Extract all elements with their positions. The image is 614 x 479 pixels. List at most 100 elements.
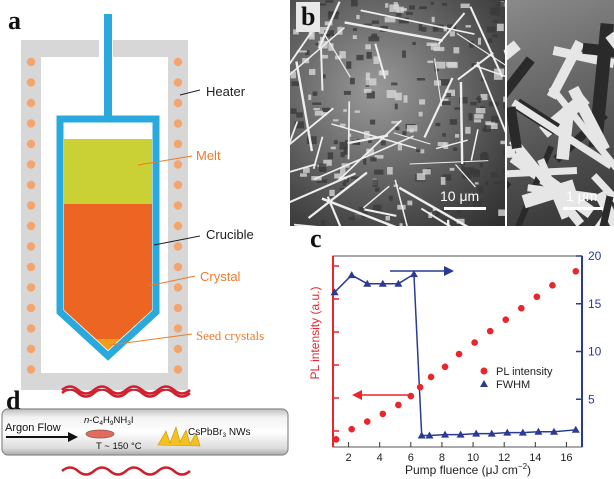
sem-grain [394,103,398,110]
arrow-to-right-axis-head [444,266,454,276]
sem-nanowire [474,64,505,78]
panel-divider [505,0,507,226]
sem-grain [310,30,314,37]
sem-grain [435,122,441,127]
callout-line-heater [179,89,201,96]
sem-nanowire [476,61,505,134]
sem-grain [339,141,350,150]
sem-grain [490,172,498,178]
x-tick-label: 6 [408,452,414,464]
sem-grain [398,17,409,24]
sem-grain [397,142,402,151]
sem-nanowire-large [507,40,521,61]
sem-grain [433,80,442,86]
sem-grain [402,131,407,136]
sem-grain [324,30,334,37]
sem-nanowire-large [527,184,597,201]
sem-nanowire [420,207,452,226]
product-label: CsPbBr3 NWs [188,427,251,439]
right-tick-label: 20 [588,249,602,263]
sem-grain [305,50,310,56]
sem-grain [351,0,358,7]
sem-grain [493,74,503,80]
furnace-wall-top-left [21,40,99,57]
sem-nanowire-large [507,106,522,150]
heater-dot [173,221,183,231]
sem-grain [420,149,425,154]
sem-grain [391,82,398,86]
sem-nanowire [470,129,479,161]
sem-grain [477,37,482,45]
sem-grain [352,35,357,40]
sem-grain [406,125,418,132]
panel-label-b: b [296,2,321,32]
sem-grain [416,149,424,152]
sem-nanowire [347,134,389,145]
sem-grain [314,110,324,116]
pl-point [502,316,510,323]
sem-grain [461,166,465,173]
sem-grain [365,72,371,81]
furnace-wall-right [168,40,188,390]
sem-grain [476,97,483,100]
sem-grain [290,71,296,79]
sem-grain [374,169,384,175]
sem-grain [358,206,364,211]
sem-nanowire [290,172,356,204]
sem-grain [503,96,505,103]
sem-grain [418,23,423,31]
sem-grain [459,224,464,226]
sem-image-low-mag [290,0,505,226]
sem-nanowire [386,222,394,226]
sem-nanowire [290,107,334,146]
legend-label-fwhm: FWHM [496,379,530,391]
sem-nanowire [360,9,475,35]
callout-crucible: Crucible [206,227,254,242]
sem-grain [370,119,376,125]
heater-dot [173,303,183,313]
fwhm-point [425,431,434,439]
sem-grain [449,119,458,125]
x-tick-label: 2 [346,452,352,464]
sem-grain [351,176,360,180]
sem-grain [374,155,384,159]
sem-grain [490,7,500,16]
sem-grain [352,214,362,218]
sem-grain [418,111,423,117]
legend-marker-pl [480,367,488,375]
sem-grain [395,92,402,101]
sem-grain [486,26,496,33]
heater-dot [26,180,36,190]
furnace-wall-top-right [113,40,188,57]
sem-grain [393,2,399,10]
sem-nanowire [307,171,368,219]
sem-nanowire [435,139,468,150]
sem-grain [403,95,408,103]
fwhm-point [378,279,387,287]
sem-grain [412,41,416,46]
sem-grain [491,115,499,123]
sem-grain [480,93,488,101]
sem-grain [471,63,475,68]
sem-grain [339,51,346,59]
sem-grain [296,112,303,118]
fwhm-point [363,279,372,287]
sem-nanowire [374,43,387,79]
sem-grain [445,61,457,67]
sem-grain [446,92,452,97]
sem-grain [440,176,446,185]
sem-nanowire [393,132,431,145]
sem-grain [327,152,334,160]
pl-point [416,383,424,391]
sem-grain [456,207,461,215]
sem-texture-left [290,0,505,226]
sem-grain [318,40,328,49]
pl-point [486,327,494,335]
callout-melt: Melt [196,148,221,163]
melt [64,139,152,204]
sem-grain [384,17,396,23]
sem-grain [385,215,391,221]
heater-dot [26,98,36,108]
sem-grain [345,140,350,143]
sem-grain [453,147,458,151]
